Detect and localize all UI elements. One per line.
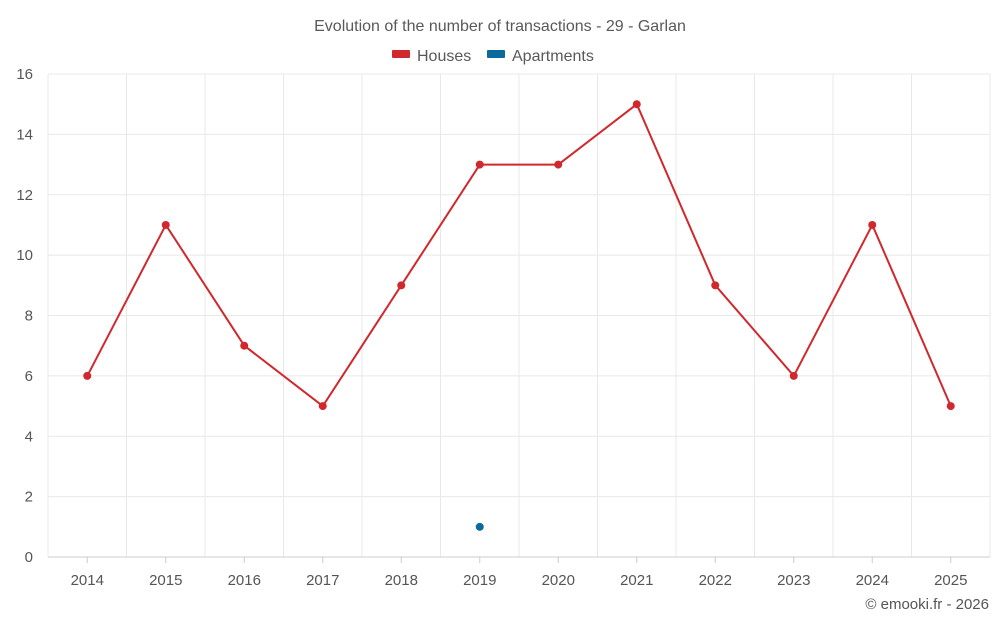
data-point-houses[interactable]: [475, 160, 484, 169]
x-tick-label: 2014: [71, 572, 104, 589]
y-tick-label: 16: [16, 66, 33, 83]
x-tick-label: 2017: [306, 572, 339, 589]
legend: Houses Apartments: [392, 48, 594, 65]
data-point-houses[interactable]: [161, 220, 170, 229]
series-line-houses: [86, 103, 952, 408]
y-tick-label: 14: [16, 126, 33, 143]
x-tick-label: 2022: [699, 572, 732, 589]
y-tick-label: 6: [25, 368, 33, 385]
legend-label-apartments: Apartments: [512, 48, 594, 65]
y-tick-label: 2: [25, 489, 33, 506]
x-tick-label: 2024: [856, 572, 889, 589]
data-point-houses[interactable]: [318, 402, 327, 411]
x-tick-label: 2018: [385, 572, 418, 589]
x-tick-label: 2023: [777, 572, 810, 589]
data-point-houses[interactable]: [711, 281, 720, 290]
data-point-houses[interactable]: [554, 160, 563, 169]
y-axis-ticks: 0 2 4 6 8 10 12 14 16: [16, 66, 33, 566]
x-tick-label: 2021: [620, 572, 653, 589]
x-tick-label: 2016: [228, 572, 261, 589]
data-point-houses[interactable]: [789, 371, 798, 380]
legend-item-apartments[interactable]: Apartments: [487, 48, 594, 65]
data-point-apartments[interactable]: [475, 522, 484, 531]
x-tick-label: 2025: [934, 572, 967, 589]
data-point-houses[interactable]: [868, 220, 877, 229]
legend-swatch-apartments: [487, 50, 505, 58]
x-tick-label: 2020: [542, 572, 575, 589]
data-point-houses[interactable]: [946, 402, 955, 411]
data-point-houses[interactable]: [632, 100, 641, 109]
legend-label-houses: Houses: [417, 48, 471, 65]
legend-item-houses[interactable]: Houses: [392, 48, 471, 65]
x-tick-label: 2019: [463, 572, 496, 589]
y-tick-label: 4: [25, 428, 33, 445]
series-layer: [83, 100, 955, 531]
data-point-houses[interactable]: [397, 281, 406, 290]
data-point-houses[interactable]: [83, 371, 92, 380]
y-tick-label: 8: [25, 308, 33, 325]
legend-swatch-houses: [392, 50, 410, 58]
data-point-houses[interactable]: [240, 341, 249, 350]
y-tick-label: 10: [16, 247, 33, 264]
gridlines: [47, 73, 991, 558]
x-tick-label: 2015: [149, 572, 182, 589]
y-tick-label: 0: [25, 549, 33, 566]
y-tick-label: 12: [16, 187, 33, 204]
credit-text: © emooki.fr - 2026: [865, 596, 989, 613]
x-axis-ticks: 2014 2015 2016 2017 2018 2019 2020 2021 2022 2023…: [71, 557, 967, 589]
chart-title: Evolution of the number of transactions …: [314, 18, 686, 35]
